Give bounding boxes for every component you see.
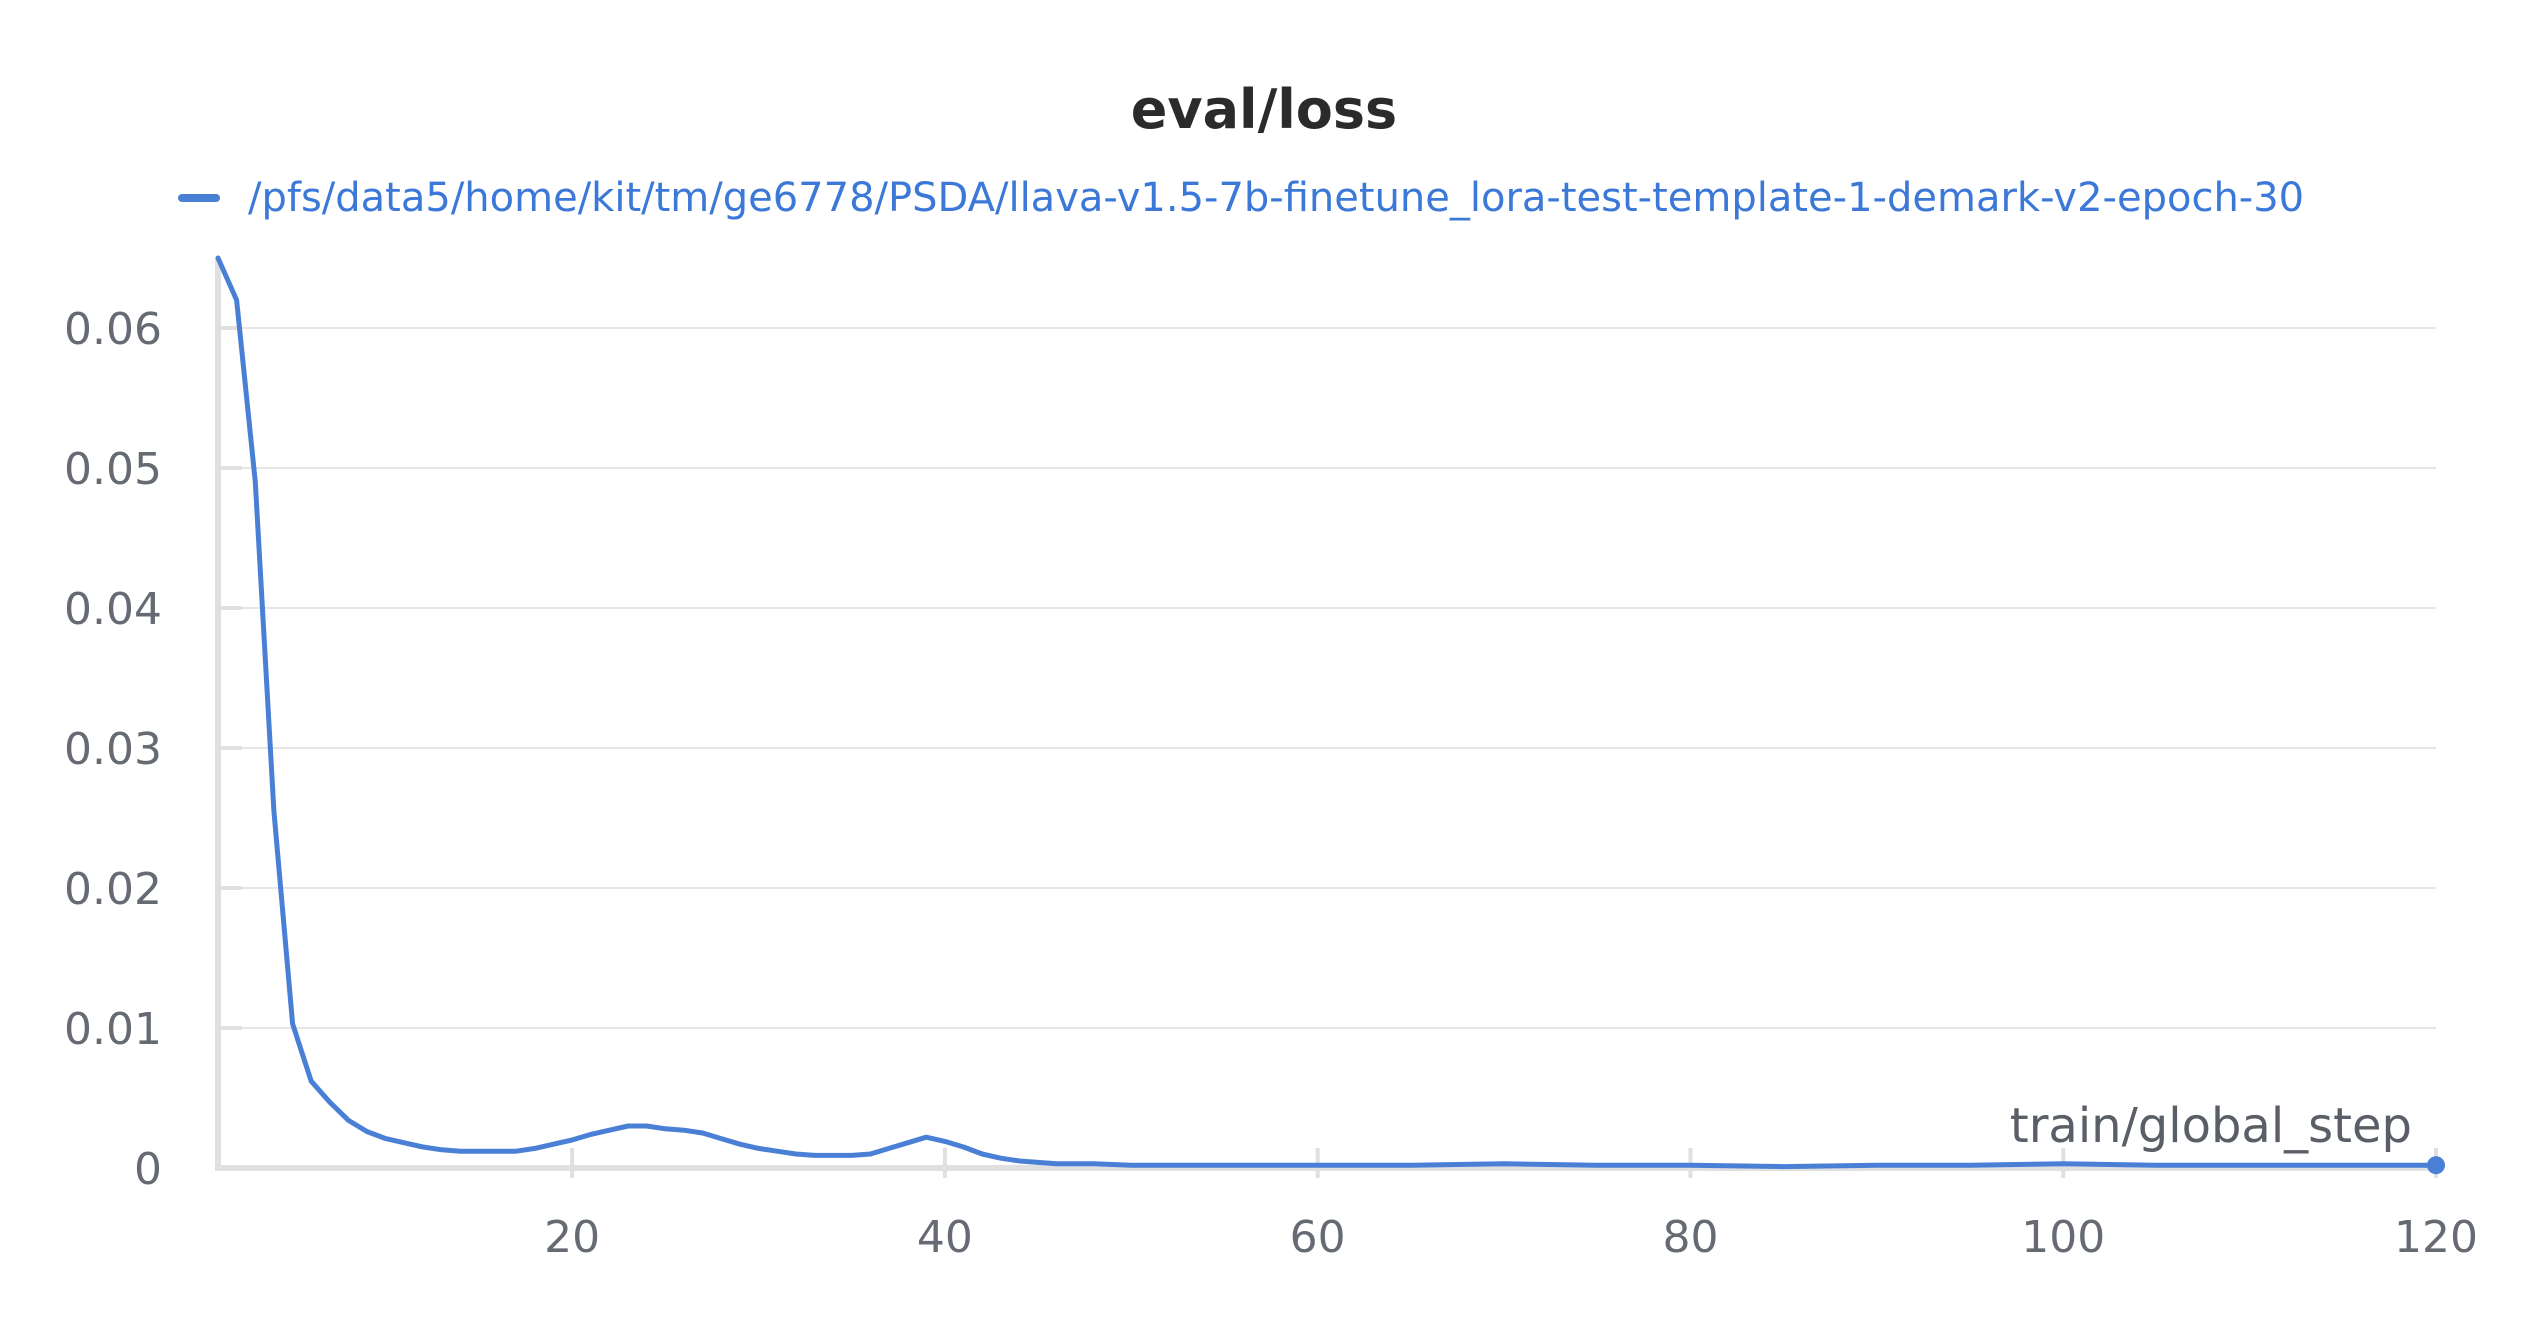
x-tick-label: 60 — [1290, 1212, 1346, 1263]
legend-series-label: /pfs/data5/home/kit/tm/ge6778/PSDA/llava… — [248, 175, 2305, 221]
y-tick-label: 0.04 — [64, 584, 162, 635]
y-tick-label: 0.01 — [64, 1004, 162, 1055]
y-tick-label: 0.05 — [64, 444, 162, 495]
x-tick-label: 80 — [1662, 1212, 1718, 1263]
x-tick-label: 120 — [2394, 1212, 2478, 1263]
series-layer — [215, 255, 2445, 1175]
x-tick-label: 40 — [917, 1212, 973, 1263]
legend-swatch — [178, 194, 220, 202]
x-axis-title: train/global_step — [2010, 1098, 2412, 1154]
y-tick-label: 0 — [134, 1144, 162, 1195]
y-tick-label: 0.06 — [64, 304, 162, 355]
legend[interactable]: /pfs/data5/home/kit/tm/ge6778/PSDA/llava… — [178, 168, 2304, 228]
chart-title: eval/loss — [1130, 78, 1398, 141]
series-endpoint-marker[interactable] — [2427, 1156, 2445, 1175]
y-tick-label: 0.03 — [64, 724, 162, 775]
x-tick-label: 20 — [544, 1212, 600, 1263]
grid-layer — [218, 327, 2436, 1029]
y-tick-label: 0.02 — [64, 864, 162, 915]
axis-layer: 0 0.01 0.02 0.03 0.04 0.05 0.06 20 40 60 80 100 120 — [64, 258, 2478, 1263]
series-line[interactable] — [215, 255, 2439, 1170]
x-tick-label: 100 — [2021, 1212, 2105, 1263]
